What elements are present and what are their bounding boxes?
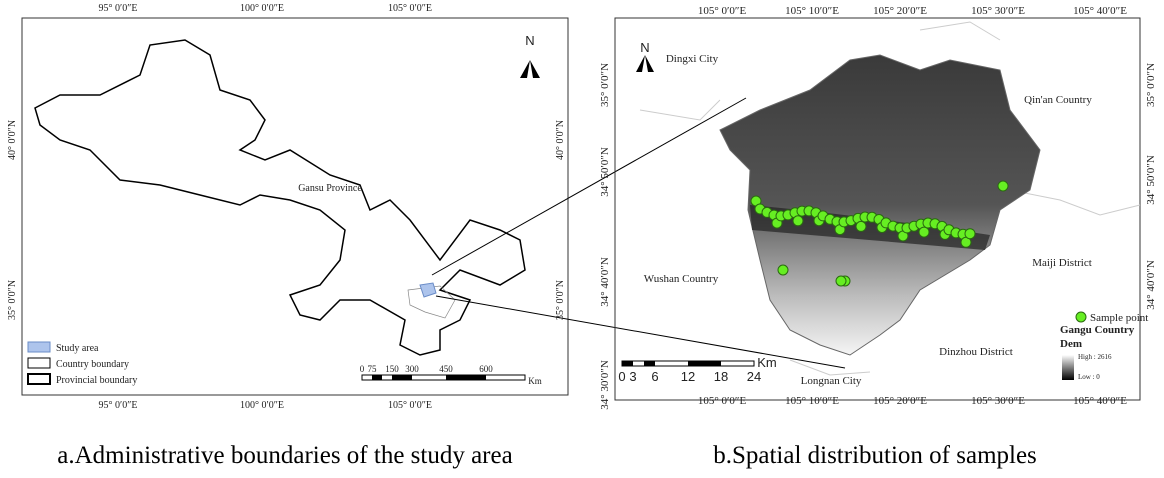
scale-bar [622,361,754,366]
scale-label: 450 [439,364,453,374]
lon-tick: 100° 0′0″E [240,400,284,411]
sample-point [778,265,788,275]
scale-bar [362,375,525,380]
north-arrow [636,55,654,72]
north-arrow [520,60,540,78]
lon-tick: 105° 20′0″E [873,5,927,17]
scale-unit: Km [757,355,777,370]
lon-tick: 105° 10′0″E [785,395,839,407]
lon-tick: 105° 0′0″E [698,5,747,17]
scale-label: 150 [385,364,399,374]
lon-tick: 105° 30′0″E [971,395,1025,407]
legend-label: Country boundary [56,359,129,370]
lat-tick: 35° 0′0″N [599,63,611,107]
legend-title: Gangu Country [1060,324,1135,336]
scale-unit: Km [528,376,542,386]
dem-surface [720,55,1040,355]
lon-tick: 105° 40′0″E [1073,5,1127,17]
lon-tick: 105° 0′0″E [388,400,432,411]
place-label: Qin'an Country [1024,94,1092,106]
sample-point [856,221,866,231]
scale-label: 300 [405,364,419,374]
lat-tick: 34° 30′0″N [599,360,611,410]
scale-label: 3 [629,369,636,384]
legend-label: Sample point [1090,312,1148,324]
place-label: Dingxi City [666,53,719,65]
scale-label: 12 [681,369,695,384]
legend-title: Dem [1060,338,1082,350]
connector [432,98,746,275]
lon-tick: 105° 20′0″E [873,395,927,407]
legend-swatch [28,374,50,384]
lon-tick: 105° 40′0″E [1073,395,1127,407]
legend-label: Study area [56,343,99,354]
sample-point [836,276,846,286]
lat-tick: 35° 0′0″N [1145,63,1157,107]
lon-tick: 105° 0′0″E [698,395,747,407]
lat-tick: 40° 0′0″N [7,120,18,160]
scale-label: 18 [714,369,728,384]
scale-label: 0 [618,369,625,384]
scale-label: 600 [479,364,493,374]
gansu-boundary [35,40,525,355]
lon-tick: 95° 0′0″E [99,400,138,411]
place-label: Dinzhou District [939,346,1013,358]
north-label: N [640,40,649,55]
place-label: Wushan Country [644,273,719,285]
lat-tick: 35° 0′0″N [555,280,566,320]
left-frame [22,18,568,395]
lon-tick: 105° 30′0″E [971,5,1025,17]
lat-tick: 34° 40′0″N [1145,260,1157,310]
lat-tick: 35° 0′0″N [7,280,18,320]
scale-label: 24 [747,369,761,384]
caption: b.Spatial distribution of samples [713,442,1037,469]
lat-tick: 34° 50′0″N [599,147,611,197]
scale-label: 6 [651,369,658,384]
study-area [420,283,436,297]
legend-swatch [28,358,50,368]
figure: 95° 0′0″E 95° 0′0″E 100° 0′0″E 100° 0′0″E 10… [0,0,1164,473]
sample-point [965,229,975,239]
dem-low: Low : 0 [1078,373,1100,381]
lon-tick: 105° 10′0″E [785,5,839,17]
place-label: Maiji District [1032,257,1092,269]
caption: a.Administrative boundaries of the study… [57,442,512,469]
scale-label: 0 [360,364,365,374]
province-label: Gansu Province [298,183,362,194]
lat-tick: 34° 40′0″N [599,257,611,307]
legend-point [1076,312,1086,322]
lon-tick: 95° 0′0″E [99,3,138,14]
north-label: N [525,33,534,48]
sample-point [919,227,929,237]
scale-label: 75 [368,364,378,374]
sample-point [793,216,803,226]
dem-high: High : 2616 [1078,353,1112,361]
legend-label: Provincial boundary [56,375,137,386]
lon-tick: 105° 0′0″E [388,3,432,14]
lon-tick: 100° 0′0″E [240,3,284,14]
legend-swatch [28,342,50,352]
dem-legend [1062,355,1074,380]
lat-tick: 34° 50′0″N [1145,155,1157,205]
sample-point [998,181,1008,191]
place-label: Longnan City [801,375,862,387]
lat-tick: 40° 0′0″N [555,120,566,160]
